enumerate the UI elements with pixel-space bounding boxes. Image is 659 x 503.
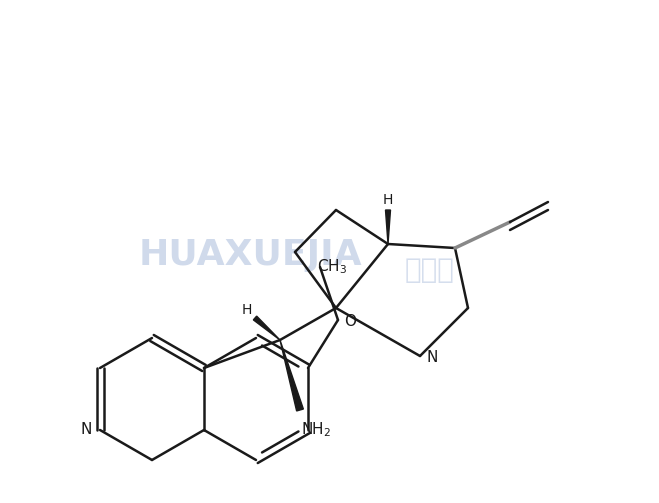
Text: N: N <box>80 423 92 438</box>
Polygon shape <box>280 340 303 411</box>
Polygon shape <box>253 316 280 340</box>
Text: HUAXUEJIA: HUAXUEJIA <box>138 238 362 272</box>
Text: O: O <box>344 314 356 329</box>
Polygon shape <box>386 210 391 244</box>
Text: CH$_3$: CH$_3$ <box>317 258 347 276</box>
Text: H: H <box>242 303 252 317</box>
Text: H: H <box>383 193 393 207</box>
Text: NH$_2$: NH$_2$ <box>301 421 331 439</box>
Text: N: N <box>426 351 438 366</box>
Text: 化学加: 化学加 <box>405 256 455 284</box>
